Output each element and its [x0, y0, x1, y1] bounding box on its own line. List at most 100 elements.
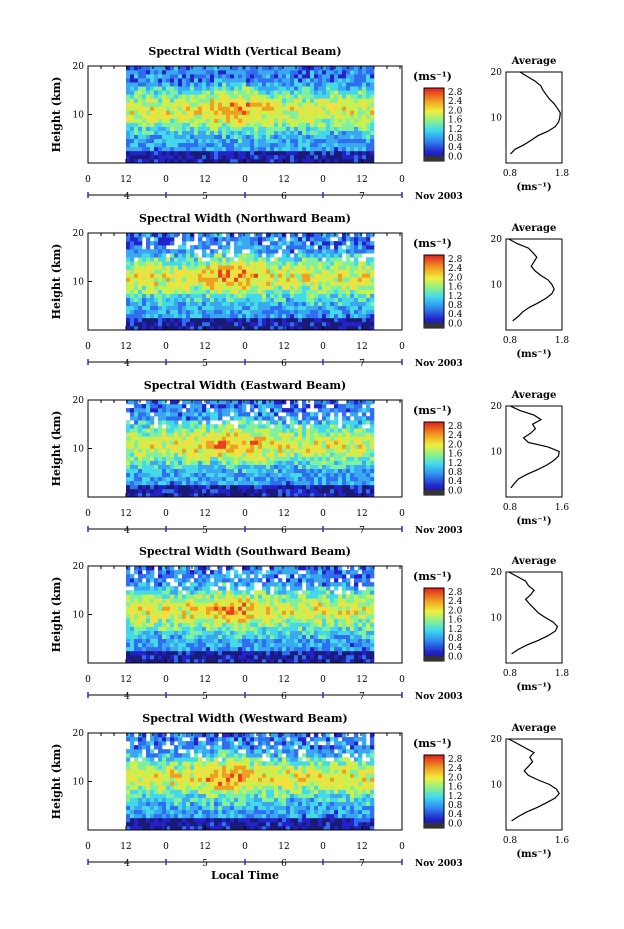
heatmap-cell [178, 82, 183, 87]
heatmap-cell [214, 142, 219, 148]
heatmap-cell [370, 102, 375, 107]
heatmap-cell [322, 237, 327, 242]
heatmap-cell [234, 305, 239, 311]
heatmap-cell [150, 404, 155, 409]
heatmap-cell [290, 317, 295, 323]
heatmap-cell [234, 241, 239, 246]
heatmap-cell [366, 106, 371, 111]
heatmap-cell [342, 642, 347, 648]
heatmap-cell [162, 412, 167, 417]
heatmap-cell [242, 154, 247, 160]
heatmap-cell [154, 321, 159, 327]
heatmap-cell [126, 424, 131, 429]
heatmap-cell [318, 408, 323, 413]
heatmap-cell [342, 269, 347, 274]
heatmap-cell [178, 301, 183, 307]
heatmap-cell [218, 142, 223, 148]
heatmap-cell [186, 293, 191, 298]
heatmap-cell [146, 261, 151, 266]
heatmap-cell [294, 448, 299, 453]
heatmap-cell [342, 404, 347, 409]
heatmap-cell [186, 305, 191, 311]
heatmap-cell [170, 114, 175, 119]
heatmap-cell [250, 134, 255, 140]
heatmap-cell [318, 325, 323, 331]
heatmap-cell [250, 285, 255, 290]
heatmap-cell [322, 444, 327, 449]
heatmap-cell [202, 273, 207, 278]
heatmap-cell [174, 476, 179, 482]
heatmap-cell [194, 257, 199, 262]
heatmap-cell [210, 154, 215, 160]
heatmap-cell [222, 98, 227, 103]
heatmap-cell [350, 420, 355, 425]
heatmap-cell [150, 448, 155, 453]
heatmap-cell [126, 301, 131, 307]
heatmap-cell [258, 82, 263, 87]
heatmap-cell [158, 114, 163, 119]
heatmap-cell [154, 464, 159, 470]
heatmap-cell [158, 90, 163, 95]
heatmap-cell [146, 658, 151, 664]
heatmap-cell [222, 126, 227, 131]
heatmap-cell [318, 305, 323, 311]
heatmap-cell [174, 452, 179, 457]
heatmap-cell [322, 150, 327, 156]
heatmap-cell [218, 634, 223, 640]
colorbar-tick-label: 0.8 [448, 301, 463, 311]
heatmap-cell [214, 650, 219, 656]
heatmap-cell [322, 400, 327, 405]
heatmap-cell [334, 277, 339, 282]
heatmap-cell [338, 261, 343, 266]
heatmap-cell [230, 94, 235, 99]
heatmap-cell [306, 74, 311, 79]
heatmap-cell [234, 66, 239, 71]
heatmap-cell [290, 480, 295, 486]
heatmap-cell [254, 480, 259, 486]
heatmap-cell [270, 245, 275, 250]
heatmap-cell [298, 122, 303, 127]
heatmap-cell [170, 78, 175, 83]
heatmap-cell [130, 277, 135, 282]
heatmap-cell [246, 424, 251, 429]
heatmap-cell [302, 122, 307, 127]
heatmap-cell [138, 634, 143, 640]
heatmap-cell [366, 273, 371, 278]
heatmap-cell [366, 408, 371, 413]
heatmap-cell [194, 86, 199, 91]
heatmap-cell [302, 420, 307, 425]
heatmap-cell [366, 74, 371, 79]
heatmap-cell [266, 114, 271, 119]
x-tick-label: 0 [320, 509, 326, 519]
heatmap-cell [138, 130, 143, 136]
heatmap-cell [202, 106, 207, 111]
heatmap-cell [278, 138, 283, 144]
heatmap-cell [130, 321, 135, 327]
heatmap-cell [322, 102, 327, 107]
heatmap-cell [138, 452, 143, 457]
avg-x-axis-label: (ms⁻¹) [516, 349, 551, 360]
heatmap-cell [130, 468, 135, 474]
heatmap-cell [146, 460, 151, 465]
heatmap-cell [126, 134, 131, 140]
heatmap-cell [322, 432, 327, 437]
x-tick-label: 0 [242, 342, 248, 352]
heatmap-cell [318, 456, 323, 461]
y-axis-label: Height (km) [50, 244, 63, 320]
heatmap-cell [158, 70, 163, 75]
day-label: 7 [359, 192, 365, 202]
heatmap-cell [262, 114, 267, 119]
heatmap-cell [326, 277, 331, 282]
heatmap-cell [370, 249, 375, 254]
heatmap-cell [294, 285, 299, 290]
heatmap-cell [166, 444, 171, 449]
heatmap-cell [302, 476, 307, 482]
heatmap-cell [126, 634, 131, 640]
heatmap-cell [210, 122, 215, 127]
heatmap-cell [170, 269, 175, 274]
heatmap-cell [218, 448, 223, 453]
heatmap-cell [254, 98, 259, 103]
heatmap-cell [254, 492, 259, 498]
heatmap-cell [146, 400, 151, 405]
heatmap-cell [286, 146, 291, 152]
